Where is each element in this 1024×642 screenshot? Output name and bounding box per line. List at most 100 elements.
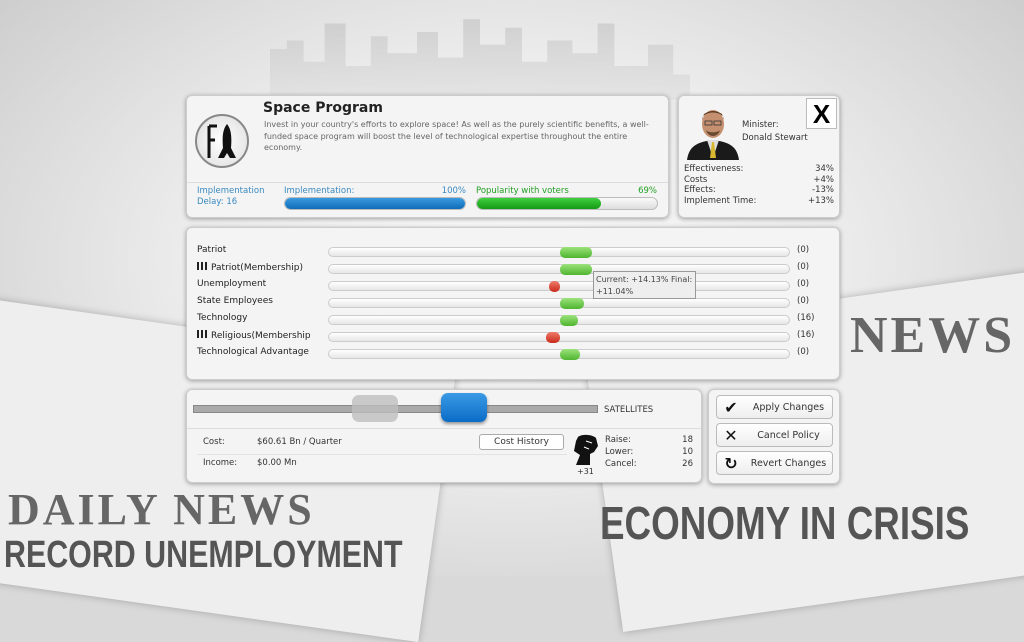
stat-label: Effects: [684, 185, 716, 196]
effect-name: Patriot [197, 245, 227, 255]
implementation-delay-value: Delay: 16 [197, 197, 238, 207]
stat-value: -13% [812, 185, 834, 196]
apply-changes-button[interactable]: ✔ Apply Changes [716, 395, 833, 419]
people-icon [197, 330, 207, 338]
actions-panel: ✔ Apply Changes ✕ Cancel Policy ↻ Revert Chan… [708, 389, 840, 484]
effect-bar-track [328, 281, 790, 292]
vote-value: 10 [682, 447, 693, 457]
implementation-value: 100% [441, 186, 466, 196]
raised-fist-icon [572, 433, 600, 465]
effect-bar-track [328, 298, 790, 309]
cancel-policy-button[interactable]: ✕ Cancel Policy [716, 423, 833, 447]
effect-tooltip: Current: +14.13% Final: +11.04% [593, 271, 696, 299]
effect-bar [560, 264, 593, 275]
implementation-delay-label: Implementation [197, 186, 265, 196]
minister-stats: Effectiveness: 34% Costs +4% Effects: -13% Imp… [684, 164, 834, 207]
minister-name: Donald Stewart [742, 133, 808, 143]
effect-bar-track [328, 315, 790, 326]
effect-bar [546, 332, 560, 343]
effect-row[interactable]: Patriot (0) [197, 245, 837, 259]
effect-name: Technology [197, 313, 248, 323]
divider [197, 454, 567, 455]
effect-bar [548, 281, 560, 292]
vote-value: 18 [682, 435, 693, 445]
effect-label: Technological Advantage [197, 347, 309, 357]
stat-label: Costs [684, 174, 708, 185]
newspaper-headline: ECONOMY IN CRISIS [600, 497, 970, 549]
effect-value: (16) [797, 330, 815, 340]
effect-row[interactable]: Patriot(Membership) (0) [197, 262, 837, 276]
effect-value: (0) [797, 296, 810, 306]
effect-name: Religious(Membership [211, 331, 311, 341]
effect-label: State Employees [197, 296, 273, 306]
effect-bar [560, 247, 593, 258]
popularity-value: 69% [638, 186, 657, 196]
tooltip-line: Current: +14.13% Final: [596, 275, 693, 284]
popularity-label: Popularity with voters [476, 186, 569, 196]
newspaper-headline: RECORD UNEMPLOYMENT [4, 534, 403, 576]
effect-name: Patriot(Membership) [211, 263, 303, 273]
effect-bar-track [328, 332, 790, 343]
effect-value: (0) [797, 262, 810, 272]
people-icon [197, 262, 207, 270]
stat-value: +13% [807, 196, 834, 207]
stat-value: +4% [813, 174, 834, 185]
stat-label: Implement Time: [684, 196, 757, 207]
effect-bar-track [328, 264, 790, 275]
income-value: $0.00 Mn [257, 458, 297, 468]
vote-counts: Raise: 18 Lower: 10 Cancel: 26 [605, 434, 693, 470]
implementation-bar [284, 197, 466, 210]
popularity-bar [476, 197, 658, 210]
implementation-fill [285, 198, 465, 209]
minister-portrait [685, 102, 741, 160]
effect-label: Religious(Membership [197, 330, 311, 341]
cross-icon: ✕ [724, 425, 738, 445]
cost-label: Cost: [203, 437, 225, 447]
revert-icon: ↻ [724, 453, 738, 473]
button-label: Revert Changes [750, 457, 827, 469]
income-label: Income: [203, 458, 238, 468]
minister-stat-row: Effects: -13% [684, 185, 834, 196]
effect-row[interactable]: State Employees (0) [197, 296, 837, 310]
effect-row[interactable]: Technology (16) [197, 313, 837, 327]
minister-label: Minister: [742, 120, 779, 130]
revert-changes-button[interactable]: ↻ Revert Changes [716, 451, 833, 475]
close-button[interactable]: X [806, 98, 837, 129]
effects-panel: Patriot (0) Patriot(Membership) (0) Unem… [186, 227, 840, 380]
effect-bar [560, 298, 585, 309]
effect-label: Patriot [197, 245, 226, 255]
effect-label: Unemployment [197, 279, 266, 289]
effect-name: Unemployment [197, 279, 267, 289]
minister-stat-row: Costs +4% [684, 175, 834, 186]
effect-bar [560, 315, 579, 326]
policy-description: Invest in your country's efforts to expl… [264, 120, 649, 152]
popularity-fill [477, 198, 602, 209]
checkmark-icon: ✔ [724, 397, 738, 417]
vote-label: Lower: [605, 447, 634, 457]
effect-row[interactable]: Technological Advantage (0) [197, 347, 837, 361]
effect-bar-track [328, 349, 790, 360]
newspaper-masthead: NEWS [850, 307, 1016, 364]
rocket-icon [195, 114, 249, 168]
cost-value: $60.61 Bn / Quarter [257, 437, 342, 447]
effect-label: Patriot(Membership) [197, 262, 303, 273]
effect-value: (0) [797, 347, 810, 357]
slider-handle[interactable] [441, 393, 488, 422]
newspaper-masthead: DAILY NEWS [8, 485, 315, 534]
effect-value: (0) [797, 279, 810, 289]
funding-panel: SATELLITES Cost: $60.61 Bn / Quarter Inc… [186, 389, 702, 483]
effect-row[interactable]: Unemployment (0) [197, 279, 837, 293]
vote-delta: +31 [577, 467, 594, 476]
vote-value: 26 [682, 459, 693, 469]
stat-value: 34% [815, 164, 834, 174]
effect-value: (0) [797, 245, 810, 255]
vote-label: Cancel: [605, 459, 637, 469]
divider [187, 182, 668, 183]
effect-value: (16) [797, 313, 815, 323]
effect-row[interactable]: Religious(Membership (16) [197, 330, 837, 344]
vote-row: Raise: 18 [605, 434, 693, 446]
implementation-label: Implementation: [284, 186, 355, 196]
cost-history-button[interactable]: Cost History [479, 434, 564, 450]
current-level-handle [352, 395, 399, 422]
stat-label: Effectiveness: [684, 164, 744, 174]
